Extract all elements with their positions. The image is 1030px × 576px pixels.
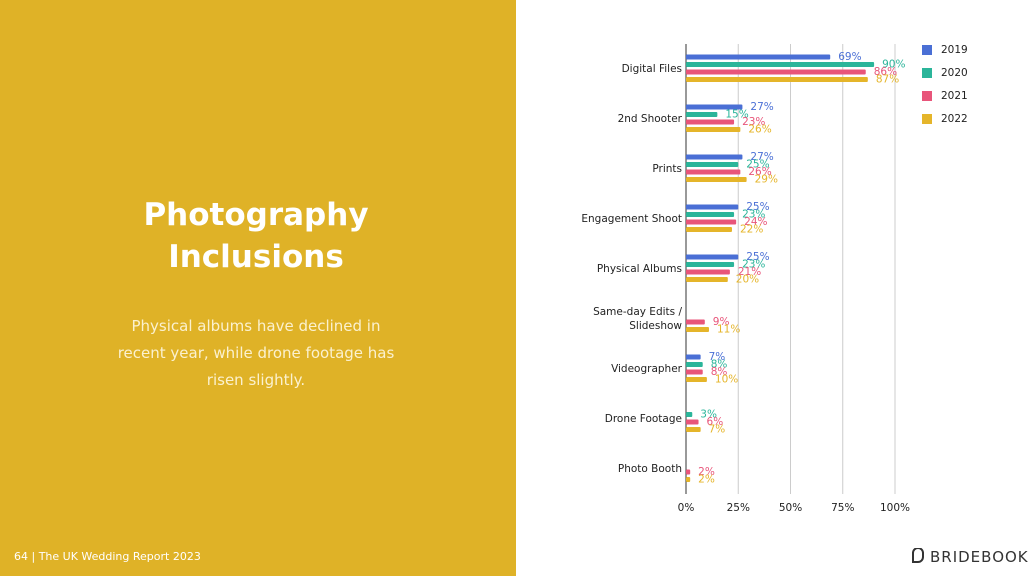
- bar: [686, 112, 718, 117]
- category-label: Prints: [652, 163, 682, 175]
- legend-swatch: [922, 45, 932, 55]
- value-label: 11%: [717, 324, 740, 336]
- legend-swatch: [922, 91, 932, 101]
- value-label: 2%: [698, 466, 715, 478]
- legend-label: 2019: [941, 44, 968, 56]
- value-label: 10%: [715, 374, 738, 386]
- value-label: 29%: [755, 174, 778, 186]
- x-tick-label: 75%: [831, 502, 854, 514]
- bar: [686, 469, 691, 475]
- bar: [686, 369, 703, 375]
- x-tick-label: 25%: [727, 502, 750, 514]
- left-panel: Photography Inclusions Physical albums h…: [0, 0, 516, 576]
- x-tick-label: 100%: [880, 502, 910, 514]
- value-label: 2%: [698, 474, 715, 486]
- value-label: 8%: [711, 359, 728, 371]
- value-label: 25%: [746, 159, 769, 171]
- bar: [686, 419, 699, 425]
- category-label: Drone Footage: [604, 413, 682, 425]
- value-label: 22%: [740, 224, 763, 236]
- value-label: 26%: [748, 166, 771, 178]
- x-tick-label: 50%: [779, 502, 802, 514]
- bar: [686, 362, 703, 367]
- value-label: 86%: [874, 66, 897, 78]
- bar: [686, 262, 735, 267]
- slide-body: Physical albums have declined in recent …: [117, 317, 395, 389]
- bar: [686, 254, 739, 260]
- bar: [686, 319, 705, 325]
- bar: [686, 177, 747, 182]
- slide-title: Photography Inclusions: [143, 197, 369, 275]
- value-label: 15%: [725, 109, 748, 121]
- bar: [686, 377, 707, 382]
- logo: BRIDEBOOK: [910, 547, 1029, 566]
- category-label: Digital Files: [621, 63, 682, 75]
- bar: [686, 104, 743, 110]
- category-label: Same-day Edits / Slideshow: [593, 306, 682, 332]
- value-label: 23%: [742, 116, 765, 128]
- value-label: 25%: [746, 201, 769, 213]
- value-label: 23%: [742, 259, 765, 271]
- bar: [686, 354, 701, 360]
- value-label: 21%: [738, 266, 761, 278]
- logo-icon: [912, 547, 924, 563]
- value-label: 8%: [711, 366, 728, 378]
- value-label: 87%: [876, 74, 899, 86]
- value-label: 27%: [750, 101, 773, 113]
- bar: [686, 412, 693, 417]
- bar: [686, 119, 735, 125]
- bar: [686, 227, 732, 232]
- bar: [686, 327, 709, 332]
- x-tick-label: 0%: [678, 502, 695, 514]
- bar: [686, 69, 866, 75]
- value-label: 90%: [882, 59, 905, 71]
- logo-text: BRIDEBOOK: [930, 548, 1029, 566]
- value-label: 7%: [709, 424, 726, 436]
- value-label: 27%: [750, 151, 773, 163]
- category-label: 2nd Shooter: [617, 113, 682, 125]
- category-label: Videographer: [611, 363, 682, 375]
- footer: 64 | The UK Wedding Report 2023: [14, 550, 201, 563]
- bar: [686, 127, 741, 132]
- bar: [686, 427, 701, 432]
- bar: [686, 169, 741, 175]
- value-label: 23%: [742, 209, 765, 221]
- value-label: 7%: [709, 351, 726, 363]
- value-label: 20%: [736, 274, 759, 286]
- bar: [686, 62, 875, 67]
- value-label: 6%: [707, 416, 724, 428]
- value-label: 69%: [838, 51, 861, 63]
- bar: [686, 77, 868, 82]
- bar: [686, 154, 743, 160]
- category-label: Engagement Shoot: [581, 213, 682, 225]
- bar: [686, 277, 728, 282]
- category-label: Physical Albums: [596, 263, 682, 275]
- bar: [686, 219, 737, 225]
- legend-swatch: [922, 114, 932, 124]
- bar: [686, 54, 831, 60]
- legend-label: 2020: [941, 67, 968, 79]
- legend-label: 2022: [941, 113, 968, 125]
- legend-swatch: [922, 68, 932, 78]
- category-label: Photo Booth: [617, 463, 682, 475]
- bar: [686, 477, 691, 482]
- value-label: 3%: [700, 409, 717, 421]
- value-label: 24%: [744, 216, 767, 228]
- value-label: 26%: [748, 124, 771, 136]
- bar: [686, 212, 735, 217]
- bar: [686, 162, 739, 167]
- value-label: 9%: [713, 316, 730, 328]
- bar: [686, 269, 730, 275]
- bar: [686, 204, 739, 210]
- legend-label: 2021: [941, 90, 968, 102]
- value-label: 25%: [746, 251, 769, 263]
